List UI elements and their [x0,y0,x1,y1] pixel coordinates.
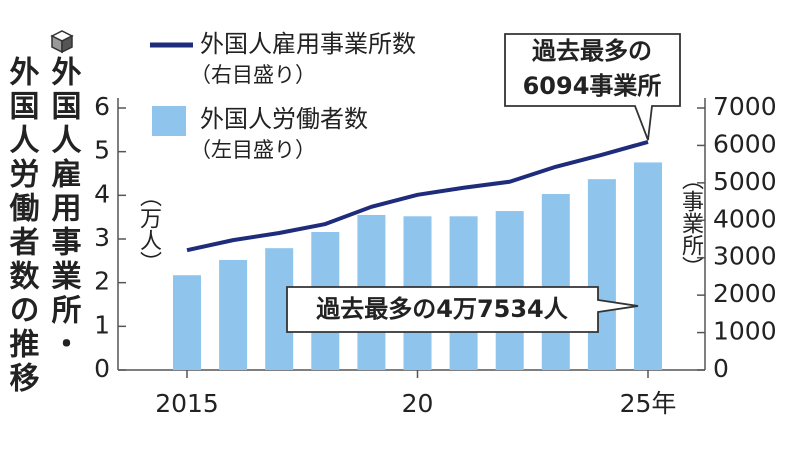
y2-tick-label: 2000 [713,279,777,308]
icon [50,30,74,54]
y2-tick-label: 3000 [713,242,777,271]
bar [634,162,662,370]
title-line: 外国人労働者数の推移 [4,56,41,396]
y2-tick-label: 4000 [713,204,777,233]
annotation: 過去最多の 6094事業所 [504,33,681,141]
y2-tick-label: 5000 [713,167,777,196]
x-tick-label: 20 [402,389,434,418]
y-tick-label: 3 [94,223,110,252]
y2-axis-label: （事業所） [678,168,704,278]
x-tick-label: 25年 [620,389,677,418]
y2-tick-label: 6000 [713,129,777,158]
annotation-text: 6094事業所 [523,72,662,100]
legend-swatch [152,106,186,136]
bar [219,259,248,370]
y-tick-label: 0 [94,354,110,383]
y-tick-label: 5 [94,136,110,165]
annotation-text: 過去最多の4万7534人 [316,295,568,323]
y2-tick-label: 7000 [713,92,777,121]
y-axis-label: （万人） [136,185,162,273]
line [186,139,649,253]
title-line: 外国人雇用事業所・ [46,56,82,362]
bar [173,275,201,370]
bar [541,194,570,370]
y-tick-label: 4 [94,179,110,208]
y2-tick-label: 1000 [713,317,777,346]
callout [504,33,681,141]
x-tick-label: 2015 [155,389,219,418]
legend-label: 外国人労働者数 [200,105,368,133]
bar [587,179,616,370]
y-tick-label: 1 [94,310,110,339]
annotation-text: 過去最多の [532,37,652,65]
legend-label: 外国人雇用事業所数 [200,30,416,58]
y2-tick-label: 0 [713,354,729,383]
callout [286,286,639,333]
y-tick-label: 6 [94,92,110,121]
y-tick-label: 2 [94,267,110,296]
annotation: 過去最多の4万7534人 [286,286,639,333]
legend-note: （右目盛り） [190,63,316,87]
legend-note: （左目盛り） [190,138,316,162]
